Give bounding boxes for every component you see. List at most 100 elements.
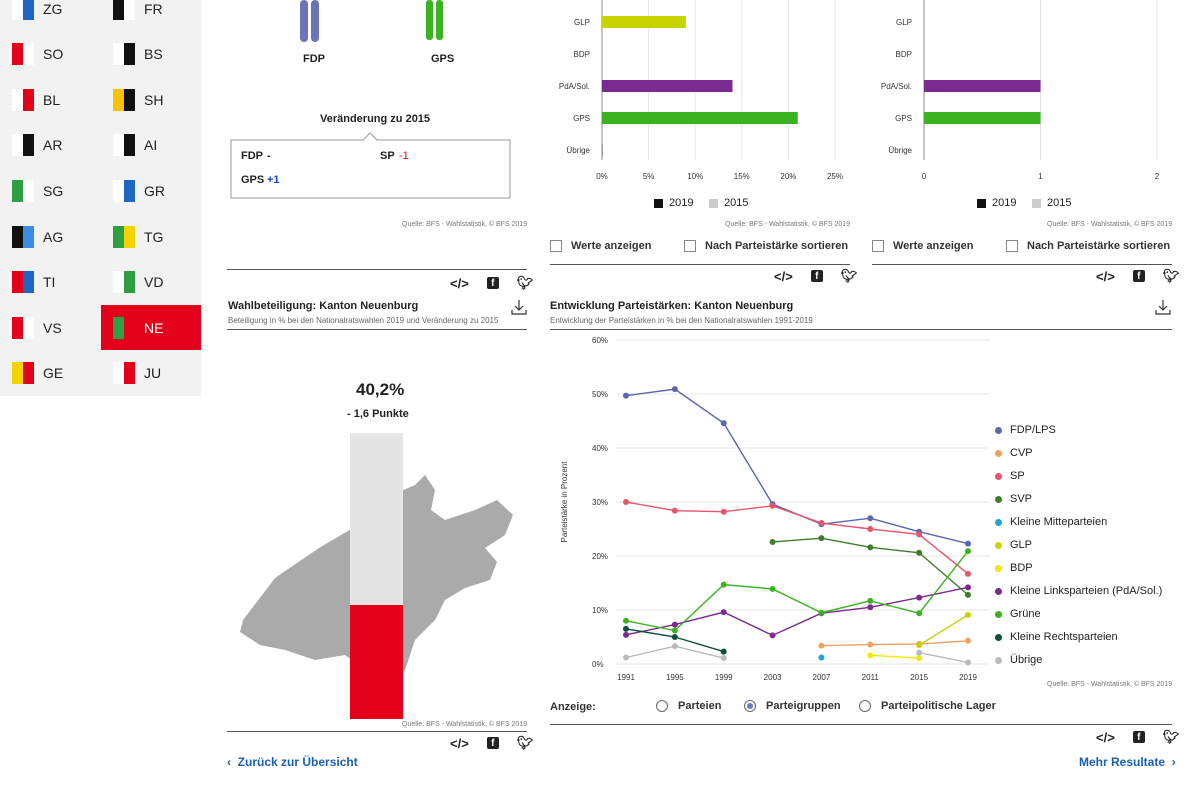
canton-item-sh[interactable]: SH — [101, 77, 201, 122]
embed-icon[interactable]: </> — [774, 268, 793, 284]
legend-item[interactable]: SP — [995, 470, 1025, 482]
legend-label: SVP — [1010, 493, 1033, 505]
embed-icon[interactable]: </> — [1096, 729, 1115, 745]
facebook-icon[interactable]: f — [486, 277, 499, 289]
legend-item[interactable]: FDP/LPS — [995, 424, 1056, 436]
download-icon[interactable] — [1154, 298, 1172, 316]
legend-item[interactable]: Kleine Linksparteien (PdA/Sol.) — [995, 585, 1162, 597]
data-point — [916, 649, 923, 656]
facebook-icon[interactable]: f — [1132, 270, 1145, 282]
canton-item-ge[interactable]: GE — [0, 351, 100, 396]
sort-by-strength-checkbox[interactable]: Nach Parteistärke sortieren — [684, 240, 848, 252]
canton-item-ne[interactable]: NE — [101, 305, 201, 351]
show-values-checkbox[interactable]: Werte anzeigen — [872, 240, 974, 252]
x-tick-label: 2011 — [862, 673, 880, 682]
party-label-fdp: FDP — [303, 53, 325, 65]
canton-item-vd[interactable]: VD — [101, 260, 201, 305]
data-point — [965, 611, 971, 618]
legend-label: Übrige — [1010, 654, 1043, 666]
x-tick-label: 25% — [827, 172, 843, 181]
data-point — [818, 609, 825, 616]
data-point — [769, 585, 776, 592]
share-bar: </> f 🐦︎ — [1096, 268, 1179, 284]
embed-icon[interactable]: </> — [450, 735, 469, 751]
y-tick-label: 50% — [592, 390, 608, 399]
data-point — [623, 392, 629, 399]
legend-item[interactable]: Kleine Rechtsparteien — [995, 631, 1118, 643]
legend-item[interactable]: Grüne — [995, 608, 1041, 620]
data-point — [867, 544, 874, 551]
canton-item-bs[interactable]: BS — [101, 32, 201, 77]
twitter-icon[interactable]: 🐦︎ — [516, 275, 534, 290]
canton-item-vs[interactable]: VS — [0, 305, 100, 350]
canton-flag-icon — [113, 0, 135, 20]
canton-item-bl[interactable]: BL — [0, 77, 100, 122]
divider — [227, 269, 527, 270]
data-point — [720, 581, 727, 588]
more-results-link[interactable]: Mehr Resultate › — [1079, 755, 1176, 769]
canton-code: TG — [144, 228, 164, 245]
turnout-change: - 1,6 Punkte — [347, 408, 409, 420]
canton-code: GR — [144, 182, 165, 199]
canton-code: ZG — [43, 0, 63, 17]
legend-item[interactable]: BDP — [995, 562, 1033, 574]
legend-dot — [995, 495, 1002, 503]
x-tick-label: 0% — [596, 172, 608, 181]
facebook-icon[interactable]: f — [1132, 731, 1145, 743]
facebook-icon[interactable]: f — [810, 270, 823, 282]
radio-circle — [656, 700, 668, 712]
embed-icon[interactable]: </> — [1096, 268, 1115, 284]
legend-label: 2019 — [992, 197, 1017, 209]
twitter-icon[interactable]: 🐦︎ — [1162, 729, 1180, 744]
canton-code: AR — [43, 137, 63, 154]
x-tick-label: 2019 — [959, 673, 977, 682]
canton-flag-icon — [113, 134, 135, 157]
legend-item[interactable]: CVP — [995, 447, 1033, 459]
legend-item[interactable]: SVP — [995, 493, 1032, 505]
y-tick-label: 10% — [592, 606, 608, 615]
legend-item[interactable]: Übrige — [995, 654, 1042, 666]
radio-parteien[interactable]: Parteien — [656, 700, 721, 712]
legend-label: FDP/LPS — [1010, 424, 1056, 436]
canton-item-fr[interactable]: FR — [101, 0, 201, 31]
embed-icon[interactable]: </> — [450, 275, 469, 291]
x-tick-label: 0 — [922, 172, 927, 181]
show-values-checkbox[interactable]: Werte anzeigen — [550, 240, 652, 252]
canton-item-ju[interactable]: JU — [101, 351, 201, 396]
canton-item-ar[interactable]: AR — [0, 123, 100, 168]
x-tick-label: 2015 — [910, 673, 928, 682]
data-point — [720, 609, 727, 616]
change-box — [230, 132, 511, 199]
download-icon[interactable] — [510, 298, 528, 316]
sort-by-strength-checkbox[interactable]: Nach Parteistärke sortieren — [1006, 240, 1170, 252]
twitter-icon[interactable]: 🐦︎ — [1162, 268, 1180, 283]
canton-item-ai[interactable]: AI — [101, 123, 201, 168]
data-point — [965, 584, 971, 591]
legend-label: GLP — [1010, 539, 1033, 551]
canton-code: TI — [43, 274, 56, 291]
canton-item-sg[interactable]: SG — [0, 168, 100, 213]
radio-parteipolitische-lager[interactable]: Parteipolitische Lager — [859, 700, 996, 712]
canton-item-so[interactable]: SO — [0, 32, 100, 77]
development-subtitle: Entwicklung der Parteistärken in % bei d… — [550, 316, 813, 325]
facebook-icon[interactable]: f — [486, 737, 499, 749]
y-tick-label: 30% — [592, 498, 608, 507]
legend-item[interactable]: Kleine Mitteparteien — [995, 516, 1107, 528]
back-to-overview-link[interactable]: ‹ Zurück zur Übersicht — [227, 755, 358, 769]
bar-chart-party-strength-change: 0% 5% 10% 15% 20% 25% GLP BDP PdA/Sol. GPS Übrige — [559, 0, 843, 181]
canton-item-zg[interactable]: ZG — [0, 0, 100, 31]
twitter-icon[interactable]: 🐦︎ — [840, 268, 858, 283]
legend-item[interactable]: GLP — [995, 539, 1032, 551]
data-point — [623, 631, 629, 638]
canton-item-ti[interactable]: TI — [0, 260, 100, 305]
canton-item-gr[interactable]: GR — [101, 168, 201, 213]
canton-code: VS — [43, 319, 62, 336]
change-title: Veränderung zu 2015 — [320, 113, 431, 125]
turnout-source: Quelle: BFS - Wahlstatistik, © BFS 2019 — [402, 721, 528, 728]
radio-parteigruppen[interactable]: Parteigruppen — [744, 700, 841, 712]
twitter-icon[interactable]: 🐦︎ — [516, 735, 534, 750]
development-title: Entwicklung Parteistärken: Kanton Neuenb… — [550, 300, 794, 312]
display-label: Anzeige: — [550, 701, 596, 713]
canton-item-tg[interactable]: TG — [101, 214, 201, 259]
canton-item-ag[interactable]: AG — [0, 214, 100, 259]
